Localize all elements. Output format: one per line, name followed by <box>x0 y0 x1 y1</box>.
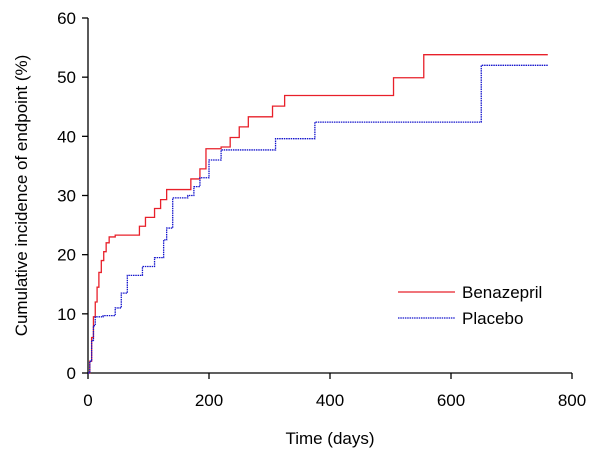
y-tick-label: 10 <box>57 305 76 324</box>
legend-label-placebo: Placebo <box>462 309 523 328</box>
x-tick-label: 400 <box>316 391 344 410</box>
y-tick-label: 60 <box>57 9 76 28</box>
legend: Benazepril Placebo <box>398 283 542 328</box>
y-tick-label: 20 <box>57 246 76 265</box>
y-axis-label: Cumulative incidence of endpoint (%) <box>12 55 31 337</box>
x-tick-label: 600 <box>437 391 465 410</box>
series-benazepril <box>88 54 548 374</box>
y-tick-label: 40 <box>57 127 76 146</box>
x-tick-label: 0 <box>83 391 92 410</box>
x-axis-label: Time (days) <box>285 429 374 448</box>
series-layer <box>88 54 548 374</box>
x-tick-label: 200 <box>195 391 223 410</box>
legend-label-benazepril: Benazepril <box>462 283 542 302</box>
x-tick-label: 800 <box>558 391 586 410</box>
series-placebo <box>88 64 548 374</box>
y-tick-label: 50 <box>57 68 76 87</box>
y-tick-label: 0 <box>67 364 76 383</box>
y-tick-label: 30 <box>57 187 76 206</box>
